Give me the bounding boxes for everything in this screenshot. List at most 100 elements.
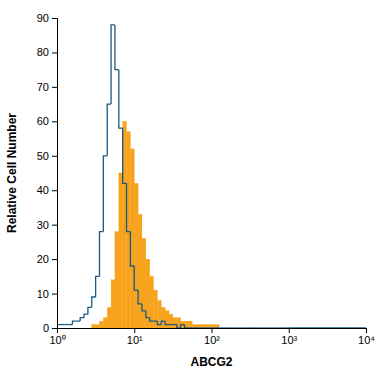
y-axis-line [52, 19, 58, 329]
y-tick-mark [52, 121, 57, 122]
histogram-outline-step [281, 327, 285, 328]
histogram-outline-step [258, 327, 262, 328]
x-tick-mark [366, 328, 367, 333]
x-tick: 10¹ [127, 328, 143, 346]
histogram-bar [239, 328, 243, 329]
histogram-bar [200, 325, 204, 328]
y-tick: 40 [37, 184, 57, 196]
y-tick-mark [52, 156, 57, 157]
histogram-bar [223, 328, 227, 329]
histogram-bar [266, 328, 270, 329]
series-0 [92, 121, 219, 328]
histogram-outline-step [250, 327, 254, 328]
histogram-bar [277, 328, 281, 329]
histogram-outline-step [204, 327, 208, 328]
y-tick-mark [52, 87, 57, 88]
y-tick-label: 60 [37, 115, 49, 127]
histogram-bar [99, 321, 103, 328]
x-tick-label: 10⁰ [49, 334, 65, 346]
y-tick-label: 20 [37, 253, 49, 265]
x-tick-mark [212, 328, 213, 333]
histogram-outline-step [142, 304, 146, 311]
histogram-bar [84, 328, 88, 329]
histogram-bar [92, 325, 96, 328]
histogram-bar [188, 321, 192, 328]
histogram-bar [76, 328, 80, 329]
x-tick: 10⁴ [358, 328, 375, 346]
plot-area [57, 25, 366, 328]
histogram-outline-step [239, 327, 243, 328]
histogram-outline-step [196, 327, 200, 328]
y-tick: 10 [37, 288, 57, 300]
y-axis-title: Relative Cell Number [5, 113, 19, 233]
histogram-outline-step [266, 327, 270, 328]
x-tick: 10⁰ [49, 328, 65, 346]
histogram-bar [227, 328, 231, 329]
histogram-outline-step [130, 232, 134, 266]
histogram-outline-step [107, 104, 111, 156]
histogram-outline-step [289, 327, 366, 328]
histogram-outline-step [88, 307, 92, 314]
histogram-bar [134, 183, 138, 328]
y-tick-label: 90 [37, 12, 49, 24]
histogram-outline-step [219, 327, 223, 328]
histogram-bar [242, 328, 246, 329]
histogram-bar [258, 328, 262, 329]
histogram-bar [285, 328, 289, 329]
x-axis-line [58, 329, 367, 334]
histogram-bar [250, 328, 254, 329]
histogram-outline-step [285, 327, 289, 328]
histogram-bar [262, 328, 266, 329]
histogram-outline-step [246, 327, 250, 328]
y-tick-label: 50 [37, 150, 49, 162]
y-tick-label: 70 [37, 81, 49, 93]
histogram-bar [212, 325, 216, 328]
x-tick-label: 10² [204, 334, 220, 346]
histogram-bar [72, 328, 76, 329]
histogram-outline-step [127, 183, 131, 231]
histogram-outline-step [184, 325, 188, 328]
y-tick-label: 40 [37, 184, 49, 196]
histogram-outline-step [115, 25, 119, 70]
histogram-bar [235, 328, 239, 329]
histogram-outline-step [223, 327, 227, 328]
histogram-outline-step [80, 318, 84, 321]
y-tick-label: 30 [37, 219, 49, 231]
x-tick-label: 10¹ [127, 334, 143, 346]
y-tick: 80 [37, 46, 57, 58]
series-1 [57, 25, 366, 328]
histogram-bar [115, 232, 119, 328]
y-tick-label: 10 [37, 288, 49, 300]
histogram-bar [281, 328, 285, 329]
histogram-bar [103, 318, 107, 328]
histogram-outline-step [269, 327, 273, 328]
y-tick-mark [52, 18, 57, 19]
histogram-bar [127, 132, 131, 328]
histogram-outline-step [84, 314, 88, 317]
chart: 10⁰10¹10²10³10⁴0102030405060708090ABCG2R… [0, 0, 375, 375]
histogram-outline-step [138, 290, 142, 304]
y-tick-mark [52, 259, 57, 260]
histogram-outline-step [215, 327, 219, 328]
histogram-outline-step [231, 327, 235, 328]
histogram-outline-step [123, 128, 127, 183]
histogram-bar [130, 149, 134, 328]
histogram-outline-step [208, 327, 212, 328]
histogram-outline-step [200, 327, 204, 328]
y-tick: 0 [43, 322, 57, 334]
x-tick-label: 10³ [281, 334, 297, 346]
histogram-outline-step [273, 327, 277, 328]
histogram-bar [169, 314, 173, 328]
histogram-bar [289, 328, 366, 329]
histogram-outline-step [227, 327, 231, 328]
histogram-bar [231, 328, 235, 329]
x-tick: 10³ [281, 328, 297, 346]
histogram-outline-step [134, 266, 138, 290]
y-tick-mark [52, 52, 57, 53]
histogram-outline-step [169, 324, 173, 325]
histogram-bar [208, 325, 212, 328]
histogram-outline-step [146, 311, 150, 318]
histogram-outline-step [277, 327, 281, 328]
histogram-bar [246, 328, 250, 329]
x-tick-mark [289, 328, 290, 333]
